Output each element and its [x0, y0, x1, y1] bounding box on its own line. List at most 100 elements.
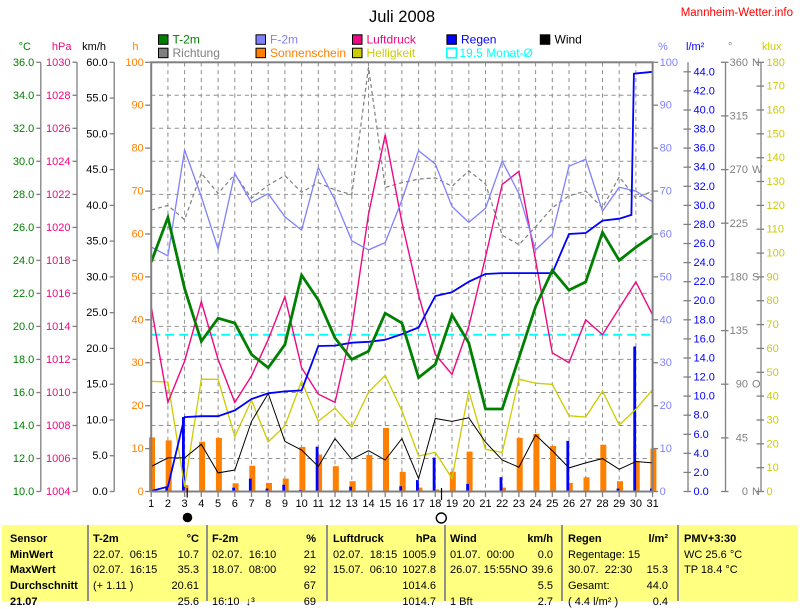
svg-text:315: 315 — [730, 110, 748, 122]
svg-text:80: 80 — [767, 295, 779, 307]
svg-text:19: 19 — [446, 498, 458, 510]
svg-text:100: 100 — [660, 57, 678, 69]
svg-text:6: 6 — [232, 498, 238, 510]
svg-text:35.0: 35.0 — [86, 236, 107, 248]
svg-text:40: 40 — [660, 314, 672, 326]
svg-text:5.0: 5.0 — [92, 450, 107, 462]
svg-text:3: 3 — [182, 498, 188, 510]
svg-text:0.0: 0.0 — [92, 486, 107, 498]
svg-text:20.0: 20.0 — [86, 343, 107, 355]
svg-text:30: 30 — [630, 498, 642, 510]
svg-text:160: 160 — [767, 105, 785, 117]
svg-text:0: 0 — [138, 486, 144, 498]
svg-text:1016: 1016 — [46, 288, 70, 300]
svg-text:Helligkeit: Helligkeit — [367, 46, 416, 60]
svg-text:90: 90 — [131, 100, 143, 112]
svg-text:38.0: 38.0 — [694, 124, 715, 136]
svg-text:15: 15 — [379, 498, 391, 510]
svg-text:40: 40 — [131, 314, 143, 326]
svg-text:1026: 1026 — [46, 123, 70, 135]
svg-text:14.0: 14.0 — [13, 420, 34, 432]
svg-text:29: 29 — [613, 498, 625, 510]
svg-text:hPa: hPa — [52, 41, 72, 53]
svg-text:30: 30 — [131, 357, 143, 369]
svg-text:13: 13 — [346, 498, 358, 510]
svg-text:Juli 2008: Juli 2008 — [369, 8, 435, 26]
svg-text:60: 60 — [767, 343, 779, 355]
svg-text:50.0: 50.0 — [86, 128, 107, 140]
svg-text:22.0: 22.0 — [13, 288, 34, 300]
svg-text:55.0: 55.0 — [86, 93, 107, 105]
svg-text:1014: 1014 — [46, 321, 70, 333]
svg-text:22: 22 — [496, 498, 508, 510]
svg-text:26.0: 26.0 — [13, 222, 34, 234]
svg-text:36.0: 36.0 — [694, 143, 715, 155]
svg-text:28.0: 28.0 — [694, 219, 715, 231]
svg-text:10: 10 — [767, 462, 779, 474]
svg-text:N: N — [752, 486, 760, 498]
svg-text:°: ° — [728, 41, 732, 53]
svg-text:1030: 1030 — [46, 57, 70, 69]
svg-text:50: 50 — [767, 367, 779, 379]
svg-text:4: 4 — [198, 498, 204, 510]
svg-text:0: 0 — [767, 486, 773, 498]
svg-text:T-2m: T-2m — [173, 33, 200, 47]
svg-text:1008: 1008 — [46, 420, 70, 432]
svg-text:20: 20 — [131, 400, 143, 412]
svg-text:34.0: 34.0 — [13, 90, 34, 102]
svg-text:25.0: 25.0 — [86, 307, 107, 319]
svg-text:50: 50 — [660, 271, 672, 283]
svg-text:150: 150 — [767, 128, 785, 140]
svg-text:21: 21 — [479, 498, 491, 510]
svg-text:24.0: 24.0 — [13, 255, 34, 267]
svg-text:70: 70 — [131, 186, 143, 198]
svg-text:15.0: 15.0 — [86, 379, 107, 391]
svg-text:30: 30 — [767, 415, 779, 427]
svg-text:26.0: 26.0 — [694, 238, 715, 250]
svg-text:0.0: 0.0 — [694, 486, 709, 498]
svg-text:19.5 Monat-Ø: 19.5 Monat-Ø — [460, 46, 533, 60]
svg-text:N: N — [752, 57, 760, 69]
svg-text:60.0: 60.0 — [86, 57, 107, 69]
svg-text:30.0: 30.0 — [13, 156, 34, 168]
svg-text:24.0: 24.0 — [694, 257, 715, 269]
svg-text:10.0: 10.0 — [86, 415, 107, 427]
svg-text:F-2m: F-2m — [270, 33, 298, 47]
svg-text:18: 18 — [429, 498, 441, 510]
svg-text:28.0: 28.0 — [13, 189, 34, 201]
svg-text:60: 60 — [131, 229, 143, 241]
svg-text:10: 10 — [295, 498, 307, 510]
svg-text:Mannheim-Wetter.info: Mannheim-Wetter.info — [681, 7, 793, 19]
svg-text:8: 8 — [265, 498, 271, 510]
svg-text:30.0: 30.0 — [86, 271, 107, 283]
svg-text:2: 2 — [165, 498, 171, 510]
svg-text:44.0: 44.0 — [694, 66, 715, 78]
svg-text:40.0: 40.0 — [86, 200, 107, 212]
svg-text:1006: 1006 — [46, 453, 70, 465]
svg-text:20: 20 — [660, 400, 672, 412]
svg-text:20: 20 — [463, 498, 475, 510]
svg-text:Regen: Regen — [461, 33, 496, 47]
svg-text:180: 180 — [767, 57, 785, 69]
svg-text:20.0: 20.0 — [13, 321, 34, 333]
svg-text:6.0: 6.0 — [694, 429, 709, 441]
svg-text:5: 5 — [215, 498, 221, 510]
svg-text:28: 28 — [596, 498, 608, 510]
svg-text:120: 120 — [767, 200, 785, 212]
svg-text:18.0: 18.0 — [694, 314, 715, 326]
svg-text:225: 225 — [730, 218, 748, 230]
svg-text:1: 1 — [148, 498, 154, 510]
svg-text:°C: °C — [19, 41, 31, 53]
svg-text:10: 10 — [660, 443, 672, 455]
svg-text:360: 360 — [730, 57, 748, 69]
svg-text:10.0: 10.0 — [13, 486, 34, 498]
svg-text:135: 135 — [730, 325, 748, 337]
svg-text:80: 80 — [131, 143, 143, 155]
svg-text:30.0: 30.0 — [694, 200, 715, 212]
svg-text:2.0: 2.0 — [694, 467, 709, 479]
svg-text:1004: 1004 — [46, 486, 70, 498]
svg-text:10.0: 10.0 — [694, 391, 715, 403]
svg-text:140: 140 — [767, 152, 785, 164]
svg-text:Richtung: Richtung — [173, 46, 220, 60]
svg-text:90: 90 — [660, 100, 672, 112]
